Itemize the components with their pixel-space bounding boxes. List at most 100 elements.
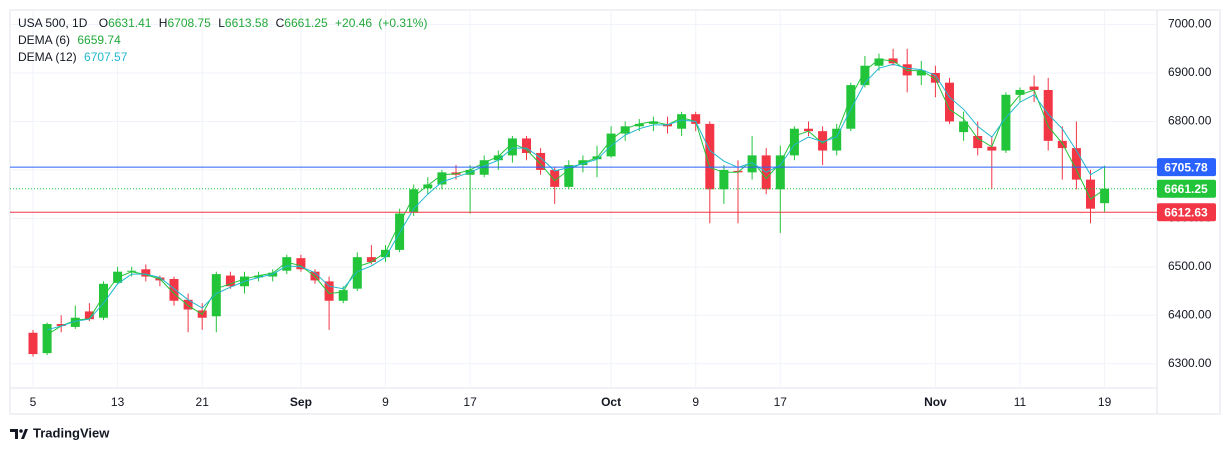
ohlc-label: H: [159, 16, 168, 30]
logo-mark: [21, 429, 28, 439]
candle-body: [507, 138, 517, 156]
x-tick-label: 19: [1098, 395, 1112, 409]
x-tick-label: 13: [111, 395, 125, 409]
candle-body: [691, 114, 701, 124]
ohlc-label: L: [218, 16, 225, 30]
price-label: 6705.78: [1164, 160, 1208, 174]
candle-body: [1043, 89, 1053, 141]
candle-body: [648, 121, 658, 124]
x-tick-label: Sep: [290, 395, 312, 409]
brand-name: TradingView: [33, 425, 110, 440]
y-tick-label: 6500.00: [1168, 259, 1212, 273]
x-tick-label: 21: [196, 395, 210, 409]
candle-body: [1086, 179, 1095, 209]
candle-body: [1071, 148, 1081, 180]
candle-body: [423, 184, 433, 189]
x-tick-label: 9: [692, 395, 699, 409]
indicator-line: [46, 63, 1105, 331]
candle-body: [211, 274, 221, 317]
x-tick-label: 17: [463, 395, 477, 409]
candle-body: [395, 213, 405, 250]
candle-body: [564, 165, 574, 187]
candle-body: [916, 70, 926, 76]
candle-body: [987, 146, 997, 151]
candle-body: [225, 275, 235, 287]
candle-body: [973, 136, 983, 149]
candle-body: [818, 131, 828, 151]
candle-body: [634, 123, 644, 127]
candle-body: [860, 65, 870, 86]
x-tick-label: Nov: [924, 395, 947, 409]
x-tick-label: Oct: [601, 395, 621, 409]
x-tick-label: 9: [382, 395, 389, 409]
ohlc-value: 6631.41: [108, 16, 152, 30]
candle-body: [338, 290, 348, 301]
candle-body: [719, 169, 729, 190]
candle-body: [945, 82, 954, 122]
ohlc-value: 6661.25: [284, 16, 328, 30]
candle-body: [1029, 86, 1039, 90]
candle-body: [846, 85, 856, 129]
indicator-name: DEMA (6): [18, 33, 70, 47]
ohlc-value: 6613.58: [225, 16, 269, 30]
candle-body: [1015, 89, 1025, 95]
candle-body: [28, 332, 38, 355]
candle-body: [930, 73, 940, 83]
candle-body: [366, 257, 376, 262]
symbol: USA 500, 1D: [18, 16, 88, 30]
x-tick-label: 11: [1014, 395, 1027, 409]
y-tick-label: 6300.00: [1168, 356, 1212, 370]
logo-dot: [19, 429, 23, 433]
candle-body: [677, 114, 687, 129]
indicator-value: 6707.57: [84, 50, 128, 64]
candle-body: [550, 169, 560, 187]
candle-body: [804, 128, 813, 132]
candle-body: [1100, 188, 1110, 204]
candle-body: [183, 299, 193, 310]
candle-body: [169, 278, 179, 301]
candle-body: [747, 155, 757, 173]
header: USA 500, 1D O6631.41 H6708.75 L6613.58 C…: [18, 16, 427, 30]
change: +20.46: [335, 16, 372, 30]
ohlc-label: C: [276, 16, 285, 30]
price-label: 6661.25: [1164, 182, 1208, 196]
candle-body: [324, 281, 334, 301]
candle-body: [70, 317, 80, 327]
indicator-value: 6659.74: [77, 33, 121, 47]
indicator-name: DEMA (12): [18, 50, 77, 64]
candle-body: [705, 123, 715, 190]
price-label: 6612.63: [1164, 205, 1208, 219]
ohlc-label: O: [99, 16, 108, 30]
candle-body: [789, 128, 799, 156]
candle-body: [296, 258, 306, 270]
candle-body: [254, 275, 264, 278]
indicator-legend: DEMA (12) 6707.57: [18, 50, 128, 64]
legend: USA 500, 1D O6631.41 H6708.75 L6613.58 C…: [18, 16, 427, 64]
brand-logo: TradingView: [10, 425, 110, 440]
candle-body: [493, 155, 503, 161]
change-pct: (+0.31%): [378, 16, 427, 30]
candle-body: [902, 64, 912, 76]
candle-body: [99, 283, 108, 318]
candle-body: [733, 170, 743, 173]
x-tick-label: 17: [774, 395, 788, 409]
logo-mark: [10, 429, 18, 439]
candle-body: [352, 257, 362, 289]
x-tick-label: 5: [30, 395, 37, 409]
ohlc-value: 6708.75: [167, 16, 211, 30]
candle-body: [409, 189, 419, 213]
candle-body: [141, 269, 151, 277]
price-label-box: [1157, 158, 1216, 177]
candle-body: [437, 172, 447, 185]
candle-body: [606, 133, 616, 157]
y-tick-label: 6400.00: [1168, 307, 1212, 321]
plot: [10, 48, 1157, 357]
candle-body: [775, 155, 785, 190]
candle-body: [536, 152, 546, 170]
indicator-legend: DEMA (6) 6659.74: [18, 33, 121, 47]
y-tick-label: 7000.00: [1168, 17, 1212, 31]
indicator-line: [46, 58, 1105, 336]
candle-body: [282, 257, 292, 271]
candle-body: [522, 138, 531, 153]
